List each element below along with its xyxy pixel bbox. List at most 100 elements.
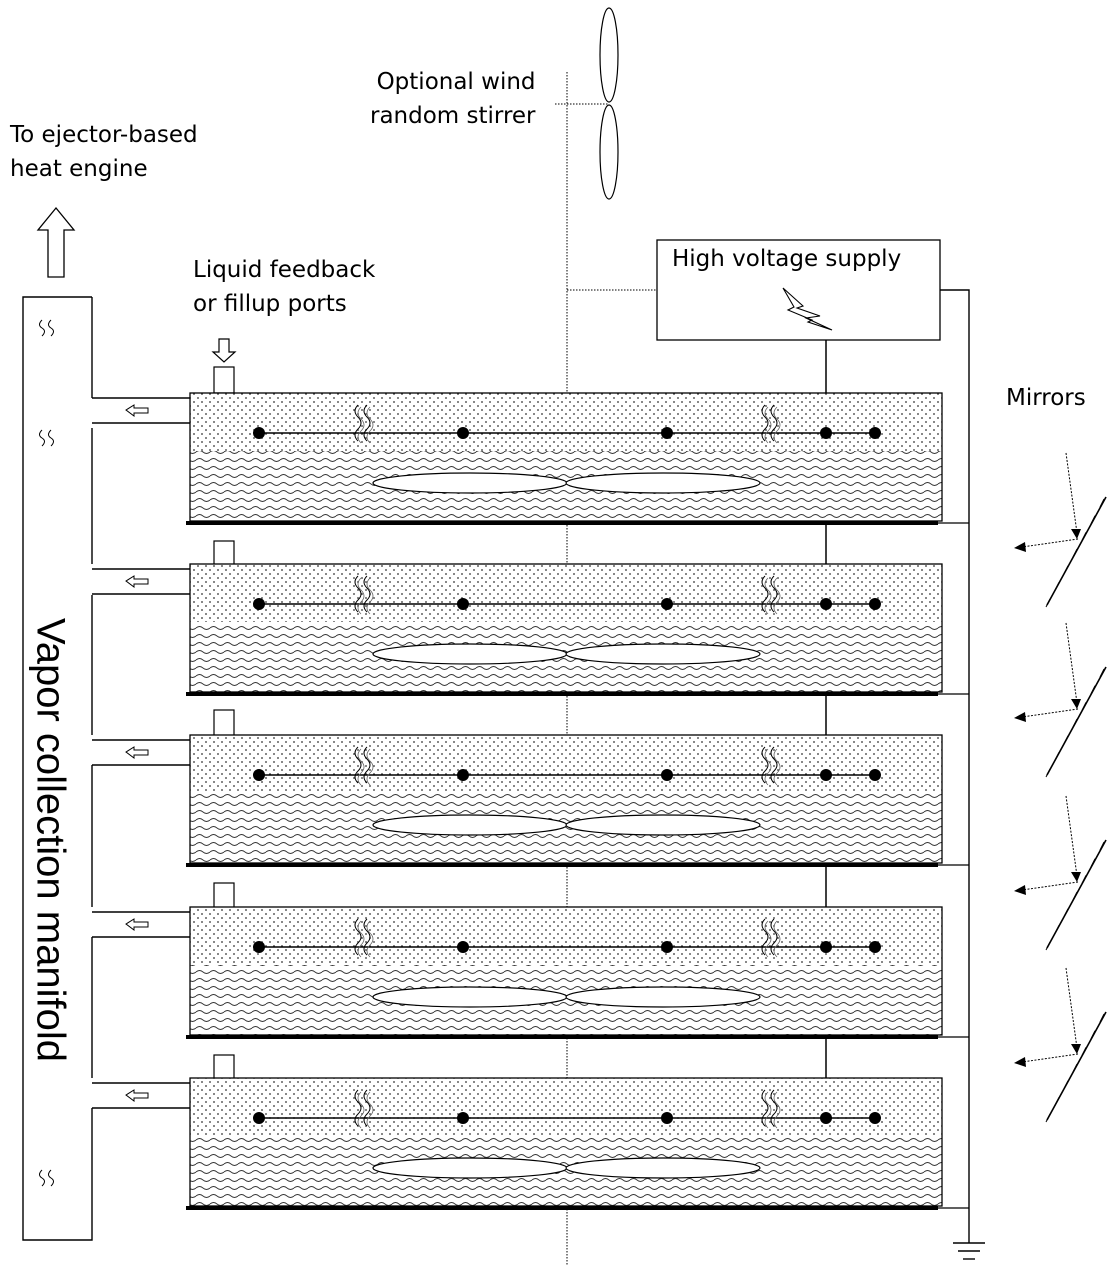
left-arrow-icon (125, 1089, 149, 1102)
mirror-hatch (1054, 925, 1060, 934)
electrode-node (253, 769, 265, 781)
mirror-hatch (1081, 702, 1087, 711)
electrode-node (820, 769, 832, 781)
down-arrow-icon (1071, 529, 1081, 539)
electrode-node (253, 941, 265, 953)
stirrer-blade-left (372, 1157, 568, 1179)
fillup-port (213, 366, 235, 394)
tray (186, 392, 943, 525)
vapor-icon (761, 1089, 781, 1129)
incoming-ray (1065, 967, 1078, 1049)
electrode-node (869, 427, 881, 439)
mirror-hatch (1045, 941, 1051, 951)
stirrer-blade-right (565, 643, 761, 665)
left-arrow-icon (1014, 885, 1026, 895)
left-arrow-icon (1014, 542, 1026, 552)
stirrer-blade-left (372, 814, 568, 836)
electrode-node (661, 1112, 673, 1124)
mirror-hatch (1072, 548, 1078, 558)
vapor-icon (354, 404, 374, 444)
mirror-hatch (1099, 1013, 1105, 1023)
electrode-node (457, 769, 469, 781)
wind-stirrer-line2: random stirrer (370, 103, 536, 129)
vapor-icon (39, 319, 54, 337)
ejector-label-line1: To ejector-based (10, 122, 198, 148)
left-arrow-icon (1014, 1057, 1026, 1067)
electrode-node (661, 941, 673, 953)
left-arrow-icon (1014, 712, 1026, 722)
mirror-hatch (1099, 841, 1105, 851)
fillup-port (213, 709, 235, 737)
tray-liquid-region (190, 965, 942, 1035)
up-arrow-icon (36, 206, 76, 278)
mirror-hatch (1063, 565, 1069, 574)
mirror-hatch (1045, 768, 1051, 778)
electrode-node (253, 598, 265, 610)
mirror-hatch (1081, 1047, 1087, 1056)
lightning-icon (782, 287, 833, 331)
ground-bus (940, 289, 970, 1243)
reflected-ray (1021, 708, 1079, 718)
vapor-icon (761, 746, 781, 786)
tray-liquid-region (190, 451, 942, 521)
tray-base-plate (186, 1035, 938, 1039)
liquid-feedback-line1: Liquid feedback (193, 257, 376, 283)
left-arrow-icon (125, 404, 149, 417)
tray (186, 906, 943, 1039)
wind-stirrer-label: Optional wind random stirrer (370, 65, 536, 133)
mirror-hatch (1063, 1080, 1069, 1089)
left-arrow-icon (125, 746, 149, 759)
mirror-hatch (1081, 875, 1087, 884)
mirror-hatch (1090, 685, 1096, 694)
electrode-node (253, 427, 265, 439)
electrode-node (820, 1112, 832, 1124)
vapor-manifold (22, 296, 190, 1241)
mirror-hatch (1099, 668, 1105, 678)
mirror-hatch (1063, 908, 1069, 917)
stirrer-blade-left (372, 643, 568, 665)
down-arrow-icon (1071, 872, 1081, 882)
fillup-port (213, 882, 235, 910)
reflected-ray (1021, 538, 1079, 548)
electrode-node (869, 1112, 881, 1124)
tray (186, 1077, 943, 1210)
down-arrow-icon (1071, 699, 1081, 709)
mirror-hatch (1090, 858, 1096, 867)
tray-vapor-region (190, 907, 942, 965)
tray-base-plate (186, 1206, 938, 1210)
manifold-outer-wall (22, 296, 93, 1241)
mirror (1014, 795, 1107, 951)
electrode-node (253, 1112, 265, 1124)
stirrer-blade-right (565, 986, 761, 1008)
mirror-hatch (1045, 1113, 1051, 1123)
vapor-icon (761, 575, 781, 615)
mirrors-label: Mirrors (1006, 385, 1086, 411)
wind-stirrer-line1: Optional wind (376, 69, 536, 95)
electrode-node (869, 769, 881, 781)
manifold-label: Vapor collection manifold (28, 618, 73, 1062)
mirror (1014, 967, 1107, 1123)
electrode-node (820, 941, 832, 953)
high-voltage-box (656, 239, 941, 341)
incoming-ray (1065, 795, 1078, 877)
electrode-node (661, 769, 673, 781)
vapor-icon (354, 918, 374, 958)
tray-liquid-region (190, 622, 942, 692)
tray-liquid-region (190, 793, 942, 863)
electrode-node (869, 598, 881, 610)
tray-base-plate (186, 863, 938, 867)
ejector-label: To ejector-based heat engine (10, 118, 198, 186)
stirrer-blade-right (565, 1157, 761, 1179)
tray (186, 734, 943, 867)
ground-icon (953, 1242, 985, 1260)
mirror-hatch (1054, 582, 1060, 591)
mirror-hatch (1072, 718, 1078, 728)
mirror (1014, 452, 1107, 608)
down-arrow-icon (211, 338, 237, 363)
mirror-hatch (1072, 1063, 1078, 1073)
high-voltage-label: High voltage supply (672, 246, 902, 272)
mirror-hatch (1081, 532, 1087, 541)
stirrer-blade-left (372, 472, 568, 494)
electrode-node (457, 1112, 469, 1124)
